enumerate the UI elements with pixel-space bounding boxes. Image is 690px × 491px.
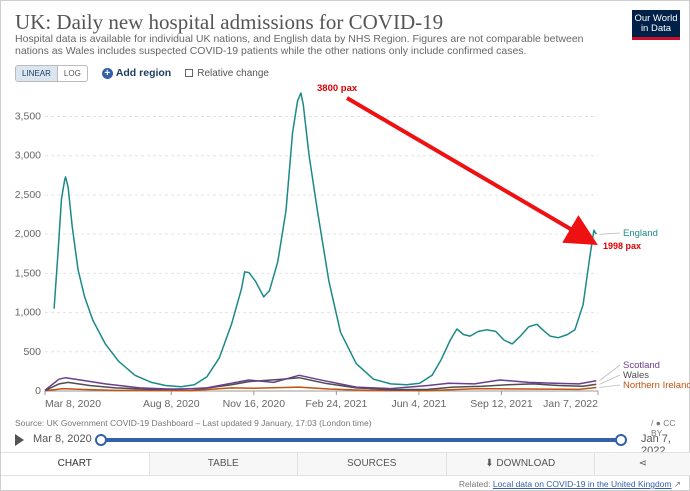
y-tick-label: 1,000 <box>15 307 41 319</box>
log-scale-button[interactable]: LOG <box>63 68 81 78</box>
annotation-label: 1998 pax <box>603 241 641 251</box>
scale-toggle: LINEAR LOG <box>15 64 88 82</box>
external-link-icon: ↗ <box>673 479 681 489</box>
timeline-track[interactable] <box>95 434 627 446</box>
add-region-button[interactable]: + Add region <box>101 67 172 79</box>
related-link[interactable]: Local data on COVID-19 in the United Kin… <box>492 479 672 489</box>
tab-download[interactable]: ⬇ DOWNLOAD <box>447 453 595 475</box>
chart-subtitle: Hospital data is available for individua… <box>15 33 584 57</box>
x-tick-label: Nov 16, 2020 <box>223 398 286 410</box>
y-tick-label: 500 <box>23 346 41 358</box>
play-icon[interactable] <box>15 434 24 446</box>
share-icon[interactable]: ⋖ <box>638 458 648 469</box>
series-label: England <box>623 228 658 239</box>
relative-change-label: Relative change <box>197 67 269 79</box>
x-tick-label: Jan 7, 2022 <box>543 398 598 410</box>
annotation-label: 3800 pax <box>317 83 358 94</box>
label-connector <box>599 232 621 235</box>
series-line-scotland <box>44 374 597 391</box>
series-line-england <box>53 92 597 388</box>
x-tick-label: Aug 8, 2020 <box>143 398 200 410</box>
y-tick-label: 0 <box>35 385 41 397</box>
x-tick-label: Feb 24, 2021 <box>305 398 367 410</box>
series-label: Scotland <box>623 360 660 371</box>
timeline-start-handle[interactable] <box>95 434 107 446</box>
checkbox-icon <box>185 69 194 77</box>
source-note: Source: UK Government COVID-19 Dashboard… <box>15 418 372 428</box>
tab-sources[interactable]: SOURCES <box>298 453 447 475</box>
plus-icon: + <box>101 67 113 79</box>
x-tick-label: Mar 8, 2020 <box>45 398 101 410</box>
timeline-start: Mar 8, 2020 <box>33 433 92 445</box>
y-tick-label: 2,500 <box>15 189 41 201</box>
timeline-end-handle[interactable] <box>615 434 627 446</box>
y-tick-label: 3,500 <box>15 111 41 123</box>
y-tick-label: 3,000 <box>15 150 41 162</box>
line-chart: 0 500 1,000 1,500 2,000 2,500 3,000 3,500 Mar 8… <box>15 83 690 410</box>
license-link[interactable]: / ● CC BY <box>651 418 676 438</box>
owid-logo[interactable]: Our World in Data <box>632 10 680 40</box>
label-connector <box>599 384 621 388</box>
chart-controls: LINEAR LOG + Add region Relative change <box>15 64 269 82</box>
x-tick-label: Sep 12, 2021 <box>470 398 533 410</box>
series-line-wales <box>44 376 597 392</box>
timeline: Mar 8, 2020 Jan 7, 2022 <box>15 433 685 457</box>
linear-scale-button[interactable]: LINEAR <box>16 65 58 81</box>
annotation-arrow <box>345 96 598 246</box>
relative-change-checkbox[interactable]: Relative change <box>185 68 269 79</box>
y-tick-label: 1,500 <box>15 267 41 279</box>
label-connector <box>599 364 621 382</box>
add-region-label: Add region <box>115 67 172 79</box>
related-link-row: Related: Local data on COVID-19 in the U… <box>459 479 681 490</box>
related-prefix: Related: <box>458 479 491 489</box>
y-tick-label: 2,000 <box>15 228 41 240</box>
tab-chart[interactable]: CHART <box>1 453 150 475</box>
label-connector <box>599 374 621 385</box>
tab-table[interactable]: TABLE <box>150 453 298 475</box>
x-tick-label: Jun 4, 2021 <box>391 398 446 410</box>
chart-title: UK: Daily new hospital admissions for CO… <box>15 10 444 34</box>
tab-bar: CHART TABLE SOURCES ⬇ DOWNLOAD ⋖ <box>1 452 690 476</box>
series-line-northern-ireland <box>44 386 597 392</box>
series-label: Wales <box>623 370 649 381</box>
series-label: Northern Ireland <box>623 380 690 391</box>
